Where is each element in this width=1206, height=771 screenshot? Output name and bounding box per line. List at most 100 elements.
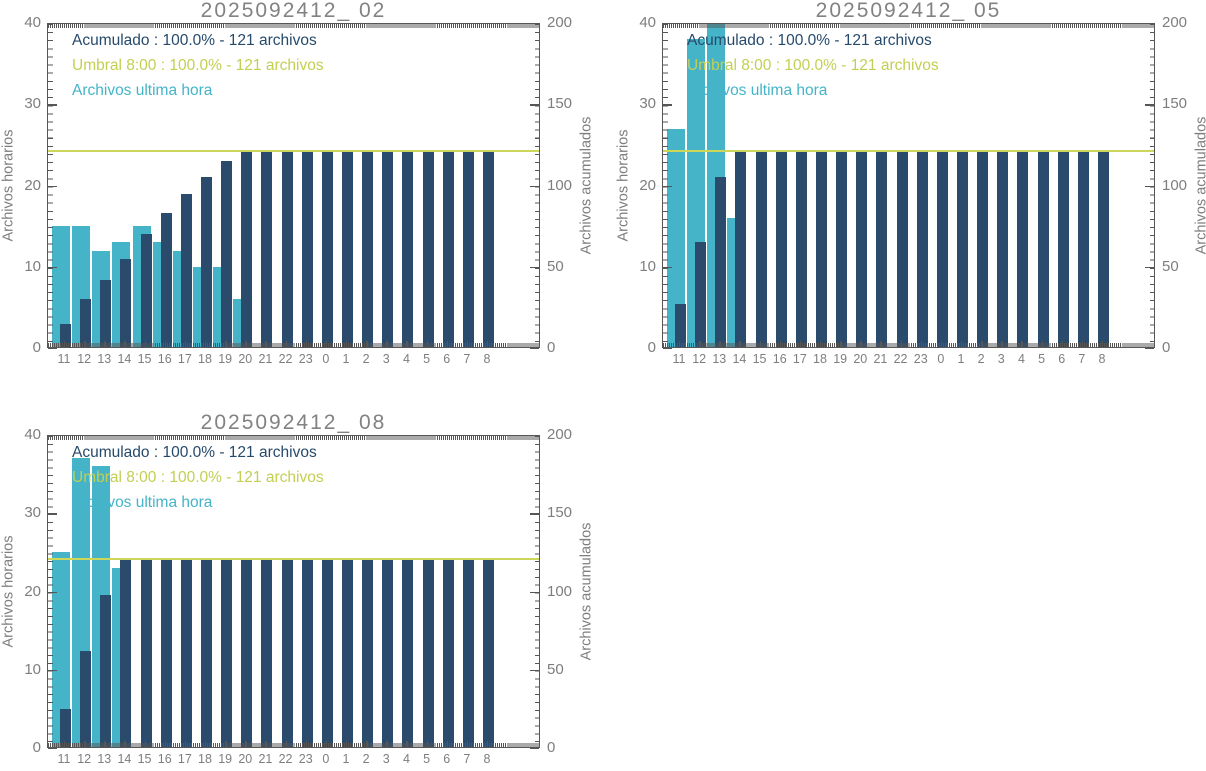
x-tick-label: 6 — [443, 752, 451, 766]
x-tick-major — [124, 341, 126, 347]
x-tick-label: 21 — [258, 352, 273, 366]
x-tick-label: 5 — [1038, 352, 1046, 366]
x-tick-label: 3 — [997, 352, 1005, 366]
x-tick-label: 4 — [402, 752, 410, 766]
bar-accumulated — [140, 234, 152, 348]
x-tick-major — [840, 341, 842, 347]
x-tick-major — [920, 341, 923, 347]
bar-accumulated — [695, 242, 707, 348]
y-tick-major-right — [530, 669, 539, 672]
x-tick-major — [426, 341, 428, 347]
x-tick-major — [285, 341, 287, 347]
x-tick-label: 20 — [238, 352, 253, 366]
x-tick-label: 7 — [463, 752, 471, 766]
x-tick-label: 23 — [913, 352, 928, 366]
bar-accumulated — [442, 558, 454, 748]
y-tick-label-left: 20 — [639, 176, 656, 194]
x-tick-major — [325, 741, 328, 747]
x-tick-major — [426, 741, 428, 747]
x-tick-label: 19 — [833, 352, 848, 366]
x-tick-major — [799, 341, 802, 347]
y-tick-major-right — [530, 266, 539, 269]
x-tick-label: 22 — [278, 352, 293, 366]
x-tick-major — [961, 341, 963, 347]
bar-accumulated — [342, 558, 353, 748]
y-tick-major-right — [530, 435, 539, 437]
bar-accumulated — [1017, 151, 1029, 348]
bar-accumulated — [241, 558, 253, 748]
x-tick-label: 7 — [1078, 352, 1086, 366]
x-tick-major — [820, 341, 822, 347]
bar-accumulated — [180, 558, 192, 748]
x-tick-label: 17 — [792, 352, 807, 366]
x-tick-major — [679, 341, 681, 347]
y-tick-major-left — [663, 104, 672, 106]
bar-accumulated — [80, 650, 92, 748]
x-tick-major — [84, 341, 86, 347]
bar-accumulated — [876, 151, 888, 348]
x-tick-major — [406, 341, 408, 347]
x-tick-label: 1 — [957, 352, 965, 366]
x-tick-major — [366, 341, 368, 347]
y-tick-major-right — [530, 23, 539, 25]
bar-hourly — [52, 226, 70, 348]
bar-accumulated — [1077, 151, 1089, 348]
x-tick-label: 3 — [382, 352, 390, 366]
x-tick-label: 15 — [752, 352, 767, 366]
bar-accumulated — [180, 193, 192, 348]
minor-ticks-top — [48, 436, 539, 440]
x-tick-label: 4 — [1017, 352, 1025, 366]
x-tick-label: 16 — [772, 352, 787, 366]
x-tick-label: 2 — [977, 352, 985, 366]
x-tick-major — [386, 341, 388, 347]
x-tick-major — [104, 741, 106, 747]
x-tick-major — [346, 741, 348, 747]
y-tick-label-left: 0 — [32, 739, 41, 756]
y-tick-label-left: 10 — [24, 257, 41, 275]
x-tick-major — [779, 341, 782, 347]
x-tick-label: 4 — [402, 352, 410, 366]
x-tick-label: 22 — [278, 752, 293, 766]
x-tick-label: 16 — [157, 752, 172, 766]
x-tick-label: 6 — [443, 352, 451, 366]
bar-accumulated — [301, 151, 313, 348]
y-tick-major-right — [530, 513, 539, 515]
x-tick-major — [739, 341, 741, 347]
y-tick-label-right: 200 — [547, 426, 573, 443]
x-tick-label: 15 — [137, 752, 152, 766]
bar-accumulated — [382, 151, 394, 348]
x-tick-major — [880, 341, 882, 347]
y-tick-label-right: 150 — [1162, 95, 1188, 113]
threshold-line — [663, 150, 1154, 153]
x-tick-major — [64, 341, 66, 347]
x-tick-label: 11 — [57, 352, 71, 366]
y-tick-label-right: 100 — [1162, 176, 1188, 194]
x-tick-major — [225, 341, 227, 347]
x-tick-major — [265, 741, 267, 747]
x-tick-label: 7 — [463, 352, 471, 366]
x-tick-label: 17 — [177, 752, 192, 766]
y-tick-label-left: 40 — [639, 14, 656, 31]
bar-accumulated — [462, 558, 474, 748]
x-tick-label: 1 — [342, 352, 350, 366]
x-tick-label: 12 — [77, 752, 92, 766]
legend-ultima-hora: Archivos ultima hora — [72, 82, 213, 99]
y-tick-major-left — [48, 748, 57, 750]
threshold-line — [48, 150, 539, 153]
bar-accumulated — [936, 151, 948, 348]
bar-accumulated — [261, 558, 273, 748]
x-tick-major — [466, 741, 469, 747]
bar-accumulated — [100, 594, 112, 748]
bar-accumulated — [160, 558, 172, 748]
bar-accumulated — [281, 151, 293, 348]
chart-title: 2025092412_ 05 — [815, 0, 1002, 22]
y-tick-major-left — [48, 104, 57, 106]
x-tick-major — [1061, 341, 1064, 347]
x-tick-major — [860, 341, 862, 347]
y-tick-major-right — [530, 748, 539, 750]
y-tick-label-left: 30 — [639, 95, 656, 113]
x-tick-label: 2 — [362, 752, 370, 766]
bar-accumulated — [1057, 151, 1069, 348]
bar-hourly — [52, 552, 70, 748]
bar-accumulated — [735, 151, 747, 348]
